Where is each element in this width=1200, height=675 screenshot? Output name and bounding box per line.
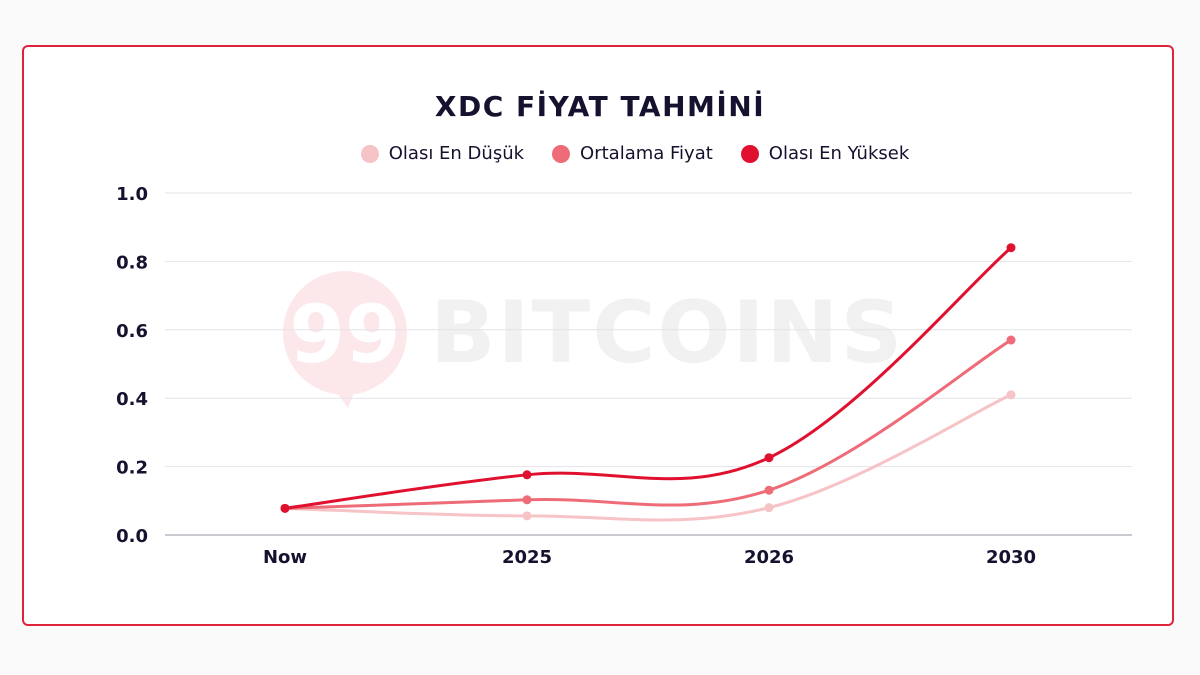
watermark-brand-text: BITCOINS — [430, 283, 904, 383]
data-point-0-3[interactable] — [1006, 390, 1016, 400]
data-point-1-1[interactable] — [522, 495, 532, 505]
data-point-0-2[interactable] — [764, 503, 774, 513]
data-point-1-3[interactable] — [1006, 335, 1016, 345]
data-point-2-1[interactable] — [522, 470, 532, 480]
series-lines — [280, 243, 1016, 522]
watermark: 99 BITCOINS — [283, 271, 904, 408]
y-tick-label: 1.0 — [116, 184, 148, 205]
legend-label-high: Olası En Yüksek — [768, 143, 910, 164]
data-point-1-2[interactable] — [764, 485, 774, 495]
y-tick-label: 0.0 — [116, 526, 148, 547]
y-tick-label: 0.6 — [116, 321, 148, 342]
legend-marker-average — [552, 144, 571, 163]
x-tick-label: 2025 — [502, 547, 552, 568]
x-tick-label: Now — [263, 547, 307, 568]
y-axis-ticks: 0.0 0.2 0.4 0.6 0.8 1.0 — [116, 184, 148, 547]
chart-title: XDC FİYAT TAHMİNİ — [434, 90, 766, 123]
series-line-0 — [283, 393, 1013, 522]
watermark-logo-icon — [283, 271, 407, 395]
legend-marker-low — [360, 144, 379, 163]
series-line-2 — [283, 246, 1013, 510]
legend-marker-high — [740, 144, 759, 163]
y-tick-label: 0.8 — [116, 252, 148, 273]
y-tick-label: 0.2 — [116, 458, 148, 479]
series-line-1 — [283, 338, 1013, 510]
x-tick-label: 2026 — [744, 547, 794, 568]
legend-item-high[interactable]: Olası En Yüksek — [740, 143, 910, 164]
data-point-0-1[interactable] — [522, 511, 532, 521]
x-axis-ticks: Now 2025 2026 2030 — [263, 547, 1036, 568]
legend-label-average: Ortalama Fiyat — [580, 143, 713, 164]
data-point-2-0[interactable] — [280, 503, 290, 513]
chart-legend: Olası En Düşük Ortalama Fiyat Olası En Y… — [0, 143, 1200, 164]
grid-lines — [165, 192, 1132, 536]
data-point-2-2[interactable] — [764, 453, 774, 463]
legend-item-low[interactable]: Olası En Düşük — [360, 143, 525, 164]
watermark-logo-text: 99 — [289, 288, 400, 381]
y-tick-label: 0.4 — [116, 389, 148, 410]
x-tick-label: 2030 — [986, 547, 1036, 568]
legend-label-low: Olası En Düşük — [388, 143, 525, 164]
legend-item-average[interactable]: Ortalama Fiyat — [552, 143, 713, 164]
chart-card — [22, 45, 1174, 626]
data-point-2-3[interactable] — [1006, 243, 1016, 253]
